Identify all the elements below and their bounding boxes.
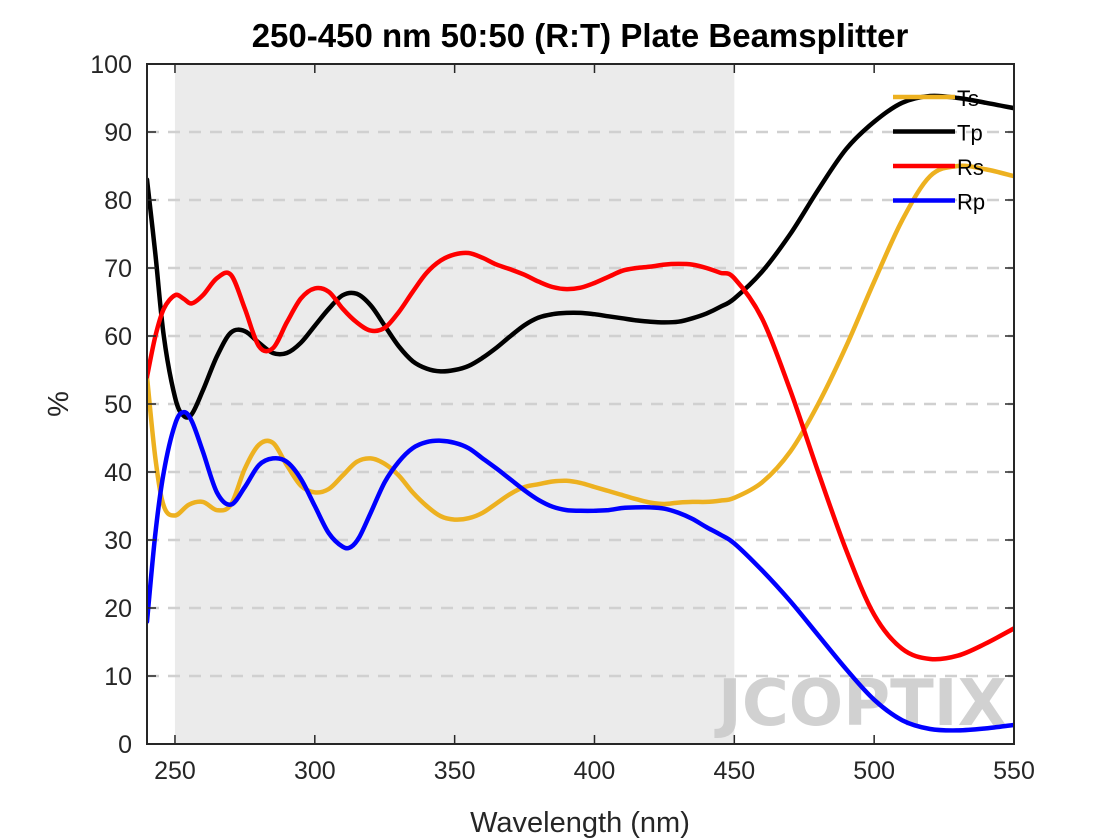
legend-label-ts: Ts [957,86,979,111]
y-axis-label: % [43,391,75,417]
x-tick-label: 450 [713,757,755,785]
x-tick-label: 300 [294,757,336,785]
y-tick-label: 60 [104,323,132,351]
y-tick-label: 30 [104,527,132,555]
x-tick-label: 350 [434,757,476,785]
legend-label-rp: Rp [957,190,985,215]
y-tick-labels: 0 10 20 30 40 50 60 70 80 90 100 [90,51,132,759]
series-line-rp [147,409,1014,733]
x-tick-label: 500 [853,757,895,785]
y-tick-label: 40 [104,459,132,487]
y-tick-label: 20 [104,595,132,623]
chart-title: 250-450 nm 50:50 (R:T) Plate Beamsplitte… [252,17,909,54]
axis-ticks [147,63,1015,745]
y-tick-label: 80 [104,187,132,215]
x-tick-label: 550 [993,757,1035,785]
x-tick-label: 250 [154,757,196,785]
legend: Ts Tp Rs Rp [893,86,985,215]
legend-label-rs: Rs [957,155,984,180]
x-tick-labels: 250 300 350 400 450 500 550 [154,757,1035,785]
series-lines [147,93,1014,733]
legend-label-tp: Tp [957,121,983,146]
y-tick-label: 100 [90,51,132,79]
y-tick-label: 70 [104,255,132,283]
y-tick-label: 10 [104,663,132,691]
series-line-rs [147,250,1014,662]
series-line-tp [147,93,1014,420]
x-tick-label: 400 [574,757,616,785]
y-tick-label: 0 [118,731,132,759]
y-tick-label: 50 [104,391,132,419]
y-tick-label: 90 [104,119,132,147]
x-axis-label: Wavelength (nm) [470,807,690,839]
series-line-ts [147,163,1014,522]
